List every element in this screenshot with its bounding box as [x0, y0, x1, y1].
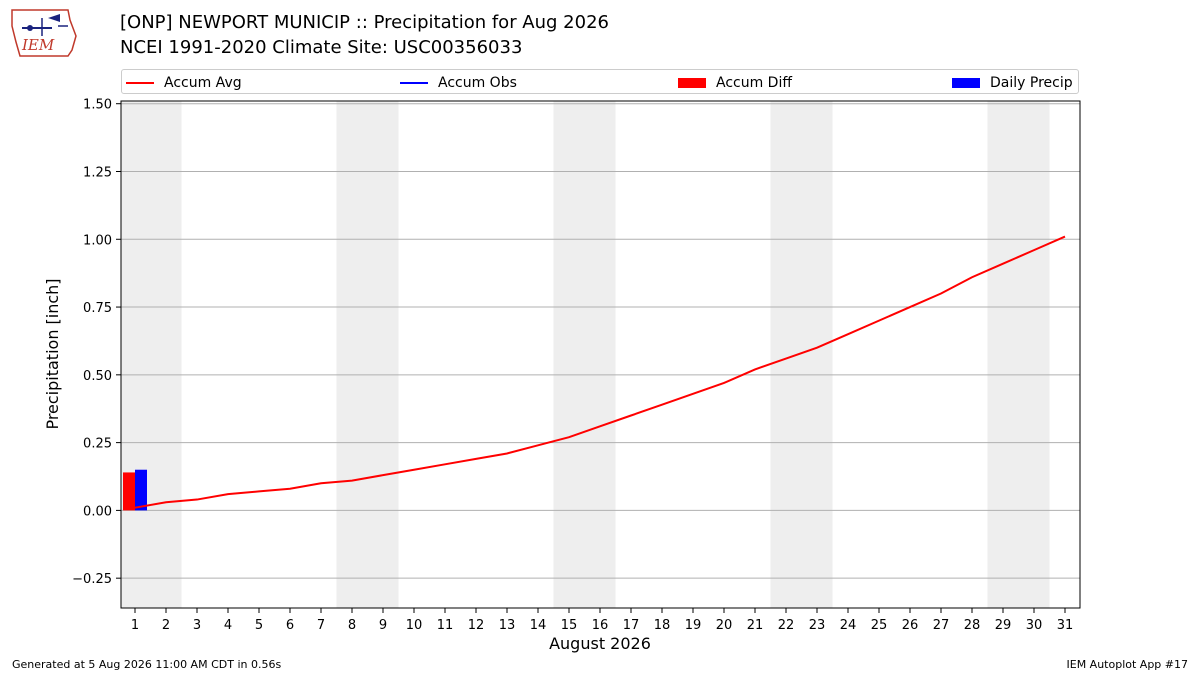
x-tick-label: 27 [933, 618, 950, 633]
x-tick-label: 6 [286, 618, 294, 633]
accum-avg-line [134, 235, 1066, 509]
accum-diff-bar [123, 472, 135, 511]
x-tick-label: 13 [499, 618, 516, 633]
x-tick-label: 8 [348, 618, 356, 633]
x-tick-label: 21 [747, 618, 764, 633]
weekend-shade [987, 101, 1050, 608]
x-tick-label: 26 [902, 618, 919, 633]
weekend-shade [553, 101, 616, 608]
x-tick-label: 7 [317, 618, 325, 633]
chart-subtitle: NCEI 1991-2020 Climate Site: USC00356033 [120, 37, 523, 58]
legend-label: Accum Diff [716, 74, 793, 91]
y-tick-label: 0.75 [83, 301, 112, 316]
x-tick-label: 17 [623, 618, 640, 633]
x-tick-label: 29 [995, 618, 1012, 633]
x-tick-label: 19 [685, 618, 702, 633]
daily-precip-bar [135, 469, 147, 511]
footer-generated: Generated at 5 Aug 2026 11:00 AM CDT in … [12, 658, 282, 671]
legend-swatch [400, 81, 428, 84]
legend-item-accum-obs: Accum Obs [400, 70, 517, 95]
chart-title: [ONP] NEWPORT MUNICIP :: Precipitation f… [120, 12, 609, 33]
x-tick-label: 1 [131, 618, 139, 633]
x-tick-label: 15 [561, 618, 578, 633]
x-tick-label: 16 [592, 618, 609, 633]
x-axis-label: August 2026 [549, 634, 651, 653]
x-tick-label: 14 [530, 618, 547, 633]
legend-swatch [678, 77, 706, 88]
legend-label: Accum Obs [438, 74, 517, 91]
legend-item-accum-diff: Accum Diff [678, 70, 792, 95]
x-tick-label: 28 [964, 618, 981, 633]
weekend-shade [770, 101, 833, 608]
footer-app: IEM Autoplot App #17 [1066, 658, 1189, 671]
x-tick-label: 31 [1057, 618, 1074, 633]
x-tick-label: 18 [654, 618, 671, 633]
x-tick-label: 11 [437, 618, 454, 633]
iem-logo: IEM [11, 9, 77, 57]
y-axis-label: Precipitation [inch] [43, 278, 62, 429]
legend-label: Accum Avg [164, 74, 242, 91]
y-tick-label: −0.25 [72, 572, 112, 587]
x-tick-label: 2 [162, 618, 170, 633]
x-tick-label: 30 [1026, 618, 1043, 633]
legend-item-accum-avg: Accum Avg [126, 70, 242, 95]
y-tick-label: 0.00 [83, 504, 112, 519]
y-tick-label: 0.25 [83, 437, 112, 452]
legend-swatch [126, 81, 154, 84]
weekend-shade [121, 101, 182, 608]
x-tick-label: 22 [778, 618, 795, 633]
logo-text: IEM [21, 36, 55, 54]
x-tick-label: 4 [224, 618, 232, 633]
y-tick-label: 0.50 [83, 369, 112, 384]
y-tick-label: 1.00 [83, 233, 112, 248]
x-tick-label: 25 [871, 618, 888, 633]
legend-swatch [952, 77, 980, 88]
legend-label: Daily Precip [990, 74, 1073, 91]
x-tick-label: 3 [193, 618, 201, 633]
x-tick-label: 20 [716, 618, 733, 633]
x-tick-label: 23 [809, 618, 826, 633]
x-tick-label: 9 [379, 618, 387, 633]
weekend-shade [336, 101, 399, 608]
x-tick-label: 12 [468, 618, 485, 633]
y-tick-label: 1.50 [83, 98, 112, 113]
y-tick-label: 1.25 [83, 165, 112, 180]
legend: Accum Avg Accum Obs Accum Diff Daily Pre… [121, 69, 1079, 94]
x-tick-label: 24 [840, 618, 857, 633]
legend-item-daily-precip: Daily Precip [952, 70, 1073, 95]
x-tick-label: 5 [255, 618, 263, 633]
x-tick-label: 10 [406, 618, 423, 633]
